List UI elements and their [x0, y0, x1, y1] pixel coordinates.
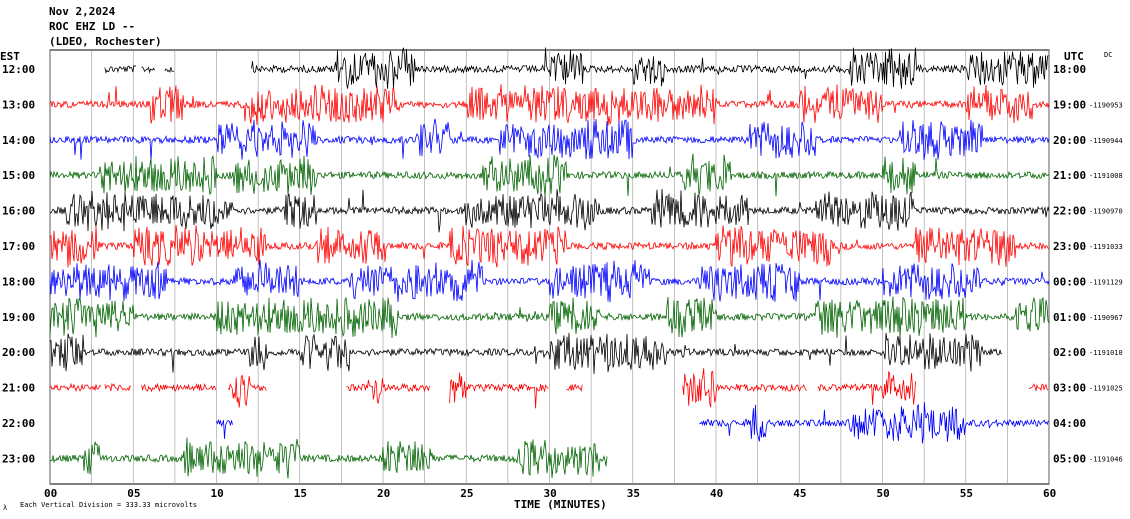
dc-offset-label: -1191008	[1089, 172, 1123, 180]
logo-mark: λ	[3, 504, 7, 512]
utc-hour-label: 23:00	[1053, 240, 1086, 253]
utc-hour-label: 21:00	[1053, 169, 1086, 182]
est-hour-label: 20:00	[2, 346, 35, 359]
utc-hour-label: 01:00	[1053, 311, 1086, 324]
station-code: ROC EHZ LD --	[49, 20, 135, 33]
x-tick-label: 40	[710, 487, 723, 500]
utc-axis-label: UTC	[1064, 50, 1084, 63]
x-tick-label: 50	[877, 487, 890, 500]
utc-hour-label: 03:00	[1053, 382, 1086, 395]
trace-row	[49, 368, 1049, 409]
est-hour-label: 23:00	[2, 452, 35, 465]
est-hour-label: 22:00	[2, 417, 35, 430]
x-tick-label: 35	[627, 487, 640, 500]
trace-row	[104, 47, 1049, 89]
est-hour-label: 16:00	[2, 205, 35, 218]
utc-hour-label: 04:00	[1053, 417, 1086, 430]
utc-hour-label: 05:00	[1053, 452, 1086, 465]
dc-offset-label: -1190970	[1089, 208, 1123, 216]
est-hour-label: 12:00	[2, 63, 35, 76]
est-hour-label: 21:00	[2, 382, 35, 395]
est-hour-label: 17:00	[2, 240, 35, 253]
chart-date: Nov 2,2024	[49, 5, 116, 18]
trace-row	[49, 259, 1050, 303]
dc-offset-label: -1191046	[1089, 455, 1123, 463]
dc-offset-label: -1191025	[1089, 385, 1123, 393]
seismogram-traces	[49, 47, 1050, 479]
dc-offset-label: -1190953	[1089, 101, 1123, 109]
trace-row	[49, 332, 1003, 375]
trace-row	[49, 84, 1050, 126]
utc-hour-label: 18:00	[1053, 63, 1086, 76]
trace-row	[49, 296, 1050, 339]
x-tick-label: 10	[211, 487, 224, 500]
utc-hour-label: 02:00	[1053, 346, 1086, 359]
est-hour-label: 19:00	[2, 311, 35, 324]
utc-hour-label: 00:00	[1053, 275, 1086, 288]
x-tick-label: 45	[793, 487, 806, 500]
est-hour-label: 14:00	[2, 134, 35, 147]
dc-offset-label: -1191010	[1089, 349, 1123, 357]
x-tick-label: 15	[294, 487, 307, 500]
est-hour-label: 18:00	[2, 275, 35, 288]
est-hour-label: 15:00	[2, 169, 35, 182]
est-axis-label: EST	[0, 50, 20, 63]
x-tick-label: 20	[377, 487, 390, 500]
scale-note: Each Vertical Division = 333.33 microvol…	[20, 501, 197, 509]
trace-row	[49, 118, 1050, 161]
dc-offset-label: -1191129	[1089, 278, 1123, 286]
utc-hour-label: 22:00	[1053, 205, 1086, 218]
dc-offset-label: -1190967	[1089, 314, 1123, 322]
dc-offset-label: -1190944	[1089, 137, 1123, 145]
axis-labels: 00 05 10 15 20 25 30 35 40 45 50 55 60 12:00 18:00 13:0…	[2, 63, 1123, 500]
trace-row	[49, 437, 608, 479]
x-axis-label: TIME (MINUTES)	[514, 498, 607, 511]
x-tick-label: 00	[44, 487, 57, 500]
grid	[49, 49, 1050, 485]
utc-hour-label: 20:00	[1053, 134, 1086, 147]
trace-row	[49, 224, 1050, 268]
x-tick-label: 55	[960, 487, 973, 500]
trace-row	[49, 153, 1050, 197]
trace-row	[49, 188, 1050, 233]
x-tick-label: 05	[127, 487, 140, 500]
x-tick-label: 25	[460, 487, 473, 500]
utc-hour-label: 19:00	[1053, 98, 1086, 111]
trace-row	[216, 402, 1049, 444]
x-tick-label: 30	[544, 487, 557, 500]
x-tick-label: 60	[1043, 487, 1056, 500]
dc-offset-label: -1191033	[1089, 243, 1123, 251]
network-label: (LDEO, Rochester)	[49, 35, 162, 48]
est-hour-label: 13:00	[2, 98, 35, 111]
dc-label: DC	[1104, 51, 1112, 59]
